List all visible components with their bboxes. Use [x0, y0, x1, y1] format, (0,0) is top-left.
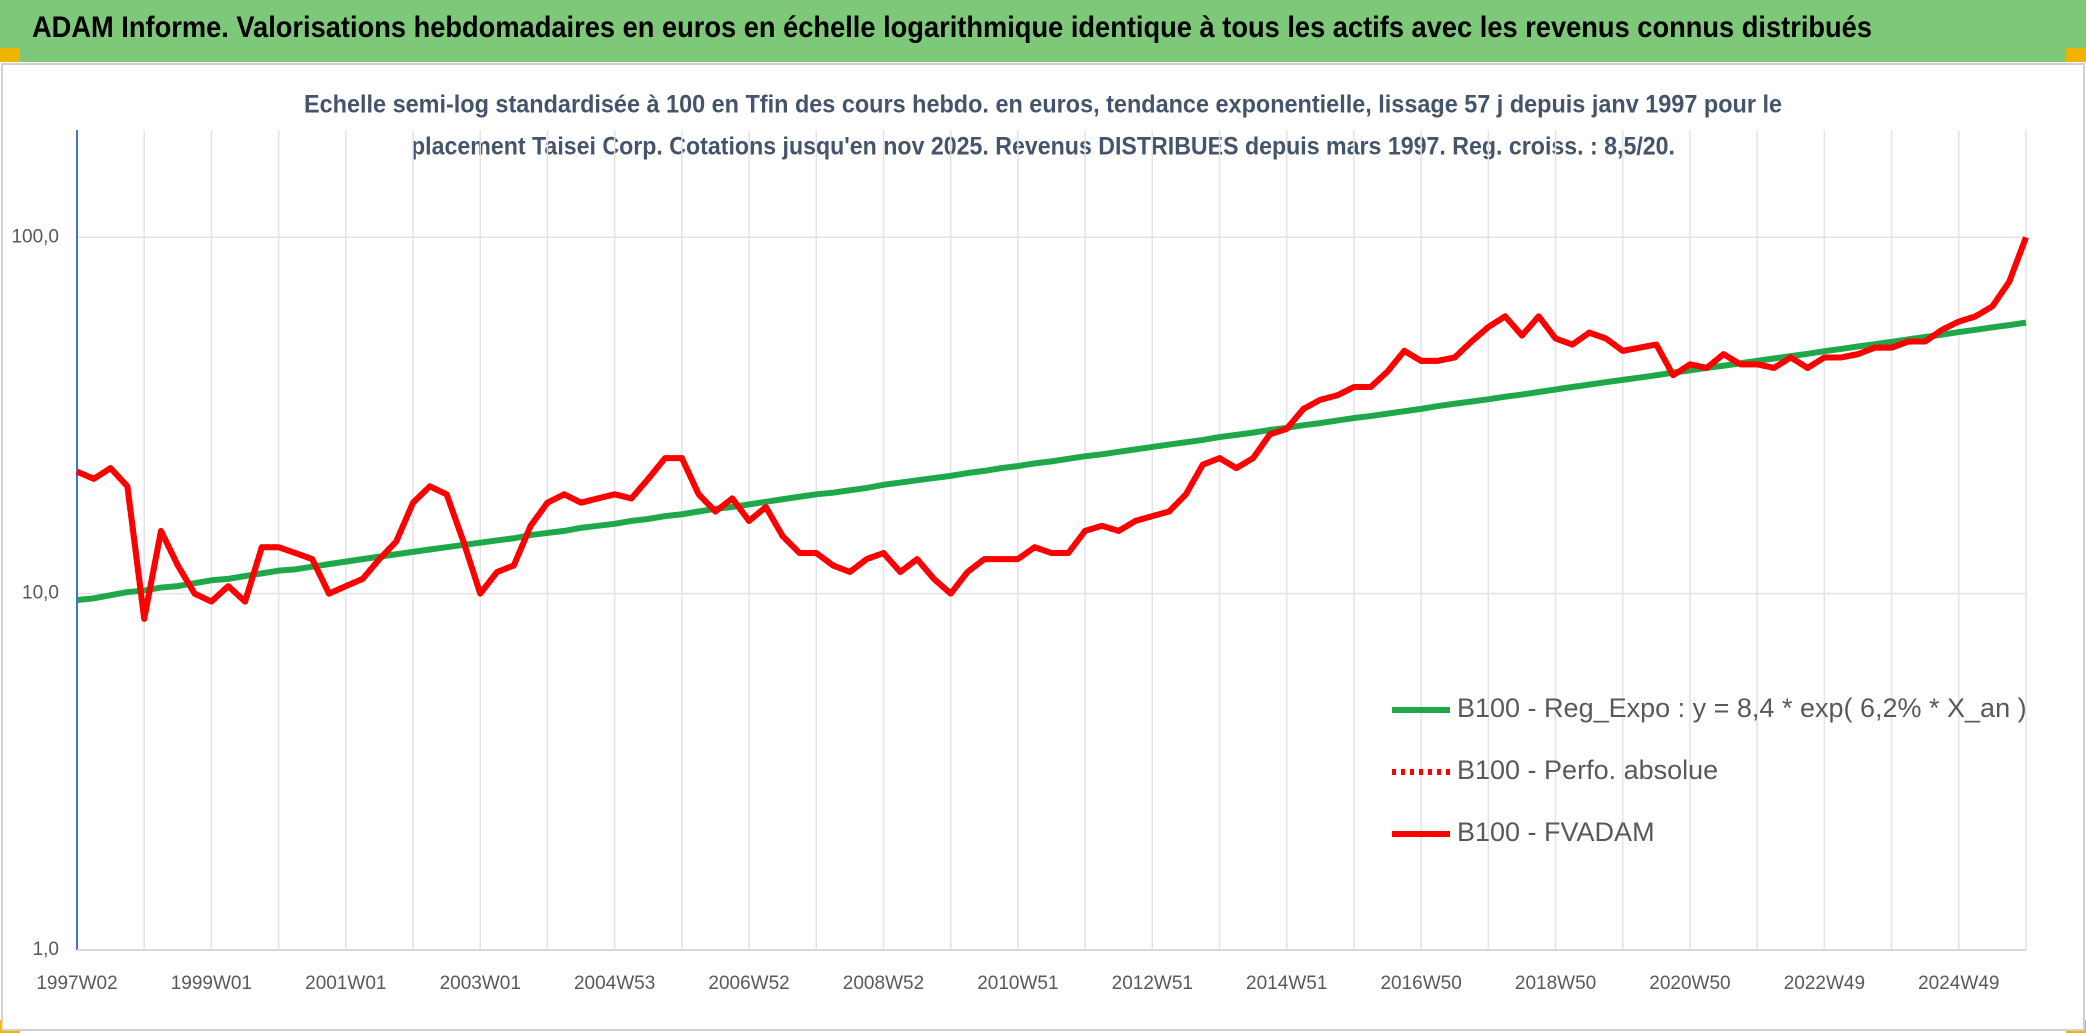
- x-tick-label: 2016W50: [1380, 973, 1461, 994]
- x-tick-label: 2020W50: [1649, 973, 1730, 994]
- x-tick-label: 2024W49: [1918, 973, 1999, 994]
- x-tick-label: 1999W01: [171, 973, 252, 994]
- corner: [2066, 48, 2086, 62]
- x-tick-label: 2022W49: [1784, 973, 1865, 994]
- header-title: ADAM Informe. Valorisations hebdomadaire…: [32, 11, 1872, 44]
- series-line: [75, 236, 2029, 622]
- corner: [0, 48, 20, 62]
- x-tick-label: 2006W52: [708, 973, 789, 994]
- y-tick-label: 1,0: [33, 939, 59, 960]
- x-tick-label: 2004W53: [574, 973, 655, 994]
- x-tick-label: 1997W02: [36, 973, 117, 994]
- header-bar: [0, 0, 2086, 62]
- y-tick-label: 100,0: [11, 226, 59, 247]
- chart-title: Echelle semi-log standardisée à 100 en T…: [304, 91, 1782, 119]
- legend-label: B100 - Reg_Expo : y = 8,4 * exp( 6,2% * …: [1457, 693, 2027, 723]
- legend-label: B100 - Perfo. absolue: [1457, 755, 1718, 785]
- x-tick-label: 2001W01: [305, 973, 386, 994]
- chart-subtitle: placement Taisei Corp. Cotations jusqu'e…: [411, 133, 1675, 161]
- x-tick-label: 2018W50: [1515, 973, 1596, 994]
- y-tick-label: 10,0: [22, 583, 59, 604]
- x-tick-label: 2008W52: [843, 973, 924, 994]
- x-tick-label: 2014W51: [1246, 973, 1327, 994]
- x-tick-label: 2012W51: [1112, 973, 1193, 994]
- legend-label: B100 - FVADAM: [1457, 817, 1655, 847]
- x-tick-label: 2003W01: [440, 973, 521, 994]
- x-tick-label: 2010W51: [977, 973, 1058, 994]
